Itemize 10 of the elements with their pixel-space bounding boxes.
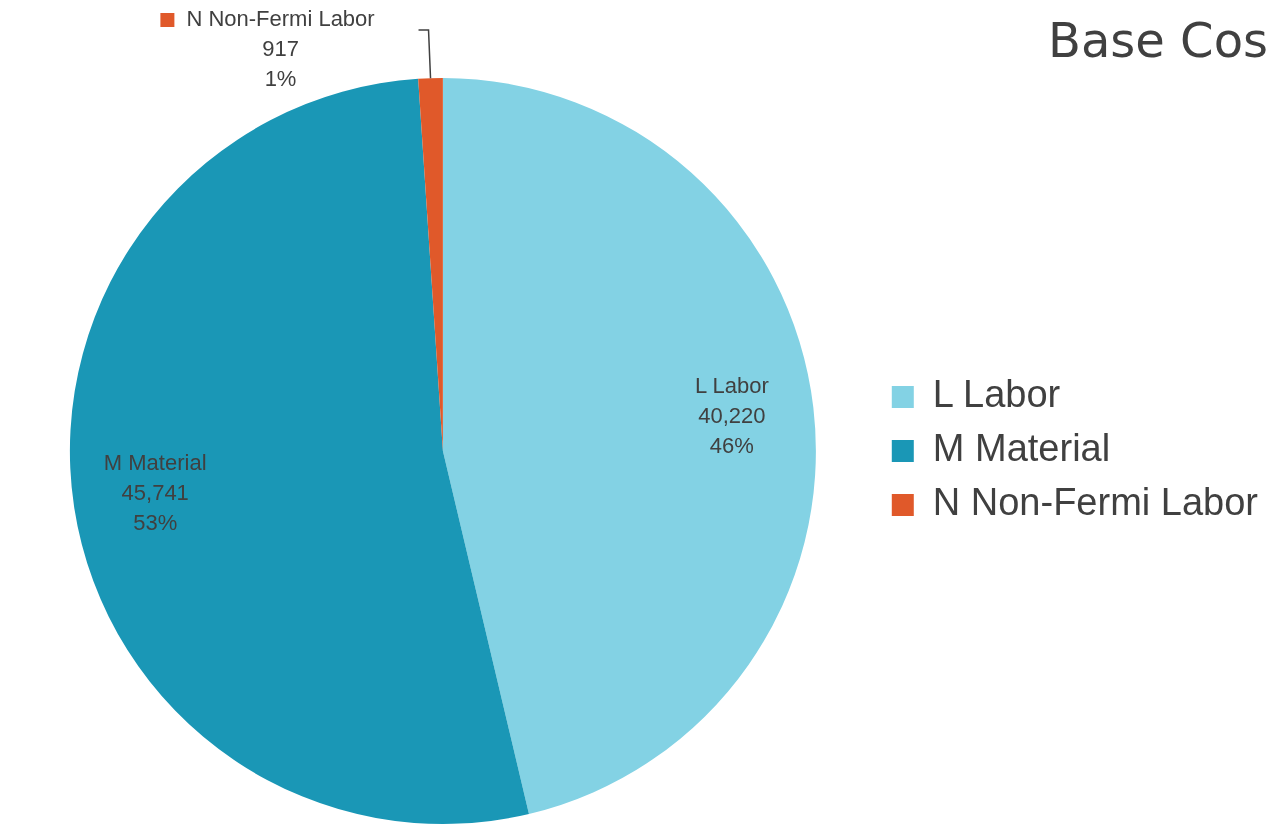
data-label: 40,220 46% (698, 403, 766, 459)
legend-label: N Non-Fermi Labor (186, 6, 375, 32)
category-label: N Non-Fermi Labor (932, 481, 1259, 524)
slice-label: M Material (103, 450, 207, 476)
data-label: 45,741 53% (121, 480, 189, 536)
slice-label: L Labor (694, 373, 769, 399)
chart-title: Base Cos (1047, 12, 1268, 68)
data-label: 917 1% (262, 36, 299, 92)
legend-label: L Labor (932, 373, 1061, 416)
legend-label: M Material (932, 427, 1111, 470)
